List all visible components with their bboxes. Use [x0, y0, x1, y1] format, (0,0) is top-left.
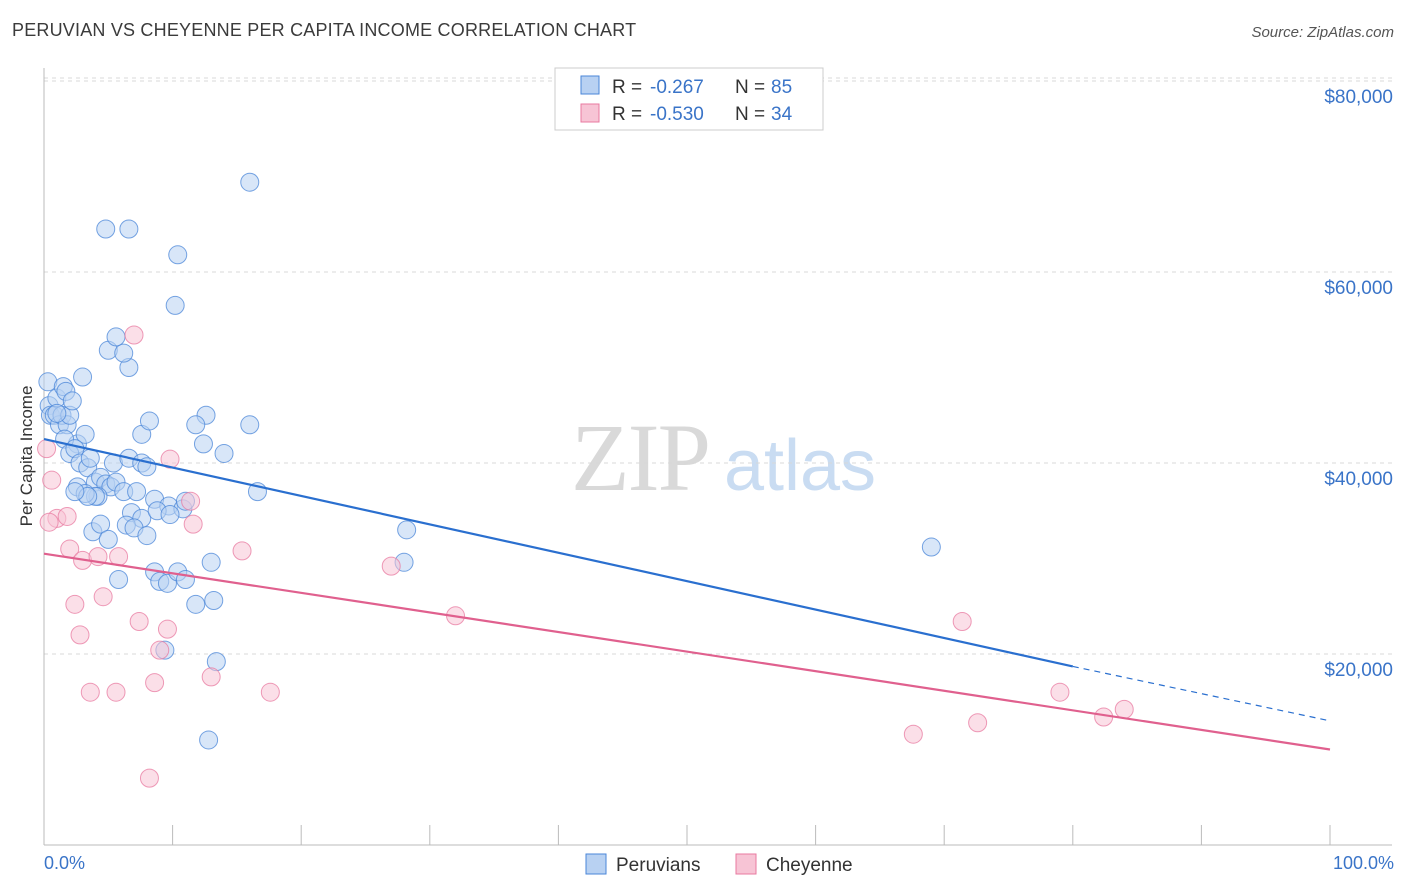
peruvians-point-47 [98, 529, 118, 549]
peruvians-point-30 [127, 482, 147, 502]
cheyenne-point-33 [39, 512, 59, 532]
cheyenne-point-10 [93, 587, 113, 607]
cheyenne-point-22 [232, 541, 252, 561]
stats-blue-n-label: N = [735, 77, 770, 98]
stats-box-frame [554, 67, 824, 131]
peruvians-point-58 [214, 443, 234, 463]
watermark-atlas: atlas [724, 426, 876, 506]
peruvians-point-63 [186, 415, 206, 435]
peruvians-point-55 [186, 594, 206, 614]
cheyenne-point-23 [260, 682, 280, 702]
cheyenne-point-5 [65, 594, 85, 614]
peruvians-point-69 [106, 327, 126, 347]
stats-box: R = -0.267 N = 85 R = -0.530 N = 34 [554, 67, 824, 131]
legend-item-cheyenne[interactable]: Cheyenne [735, 853, 853, 876]
cheyenne-point-1 [42, 470, 62, 490]
y-tick-label-60000: $60,000 [1324, 278, 1393, 299]
peruvians-point-79 [199, 730, 219, 750]
peruvians-point-56 [204, 591, 224, 611]
cheyenne-point-13 [129, 612, 149, 632]
cheyenne-point-0 [37, 439, 57, 459]
cheyenne-point-24 [381, 556, 401, 576]
stats-pink-r-label: R = [612, 104, 647, 125]
peruvians-trend-line [43, 438, 1074, 668]
x-tick-label-min: 0.0% [44, 853, 85, 873]
peruvians-point-14 [75, 424, 95, 444]
cheyenne-point-26 [903, 724, 923, 744]
y-axis-label: Per Capita Income [17, 386, 36, 527]
cheyenne-trend-line [43, 552, 1331, 751]
stats-blue-r-label: R = [612, 77, 647, 98]
peruvians-point-42 [160, 505, 180, 525]
cheyenne-point-17 [157, 619, 177, 639]
cheyenne-point-21 [201, 667, 221, 687]
peruvians-point-61 [193, 434, 213, 454]
peruvians-point-74 [240, 172, 260, 192]
cheyenne-point-20 [183, 514, 203, 534]
peruvians-point-65 [139, 411, 159, 431]
legend-item-peruvians[interactable]: Peruvians [585, 853, 701, 876]
y-tick-labels: $20,000 $40,000 $60,000 $80,000 [1324, 87, 1393, 681]
legend-swatch-cheyenne [735, 853, 757, 875]
cheyenne-point-3 [57, 506, 77, 526]
watermark-zip: ZIP [571, 404, 709, 511]
peruvians-point-48 [137, 526, 157, 546]
cheyenne-point-27 [952, 612, 972, 632]
cheyenne-point-16 [150, 640, 170, 660]
peruvians-point-71 [168, 245, 188, 265]
cheyenne-point-29 [1050, 682, 1070, 702]
chart-title: PERUVIAN VS CHEYENNE PER CAPITA INCOME C… [12, 20, 637, 40]
stats-pink-n-label: N = [735, 104, 770, 125]
x-tick-label-max: 100.0% [1333, 853, 1394, 873]
cheyenne-point-12 [109, 547, 129, 567]
cheyenne-point-32 [139, 768, 159, 788]
legend-swatch-peruvians [585, 853, 607, 875]
trend-lines [43, 438, 1331, 751]
stats-pink-n-value: 34 [771, 104, 793, 125]
peruvians-point-77 [921, 537, 941, 557]
y-tick-label-40000: $40,000 [1324, 469, 1393, 490]
stats-swatch-pink [580, 103, 600, 123]
peruvians-point-70 [165, 295, 185, 315]
peruvians-point-11 [62, 391, 82, 411]
source-label: Source: ZipAtlas.com [1251, 24, 1394, 41]
cheyenne-point-31 [1114, 699, 1134, 719]
cheyenne-point-15 [145, 673, 165, 693]
legend-label-peruvians: Peruvians [616, 855, 701, 876]
peruvians-point-49 [109, 570, 129, 590]
stats-swatch-blue [580, 75, 600, 95]
cheyenne-point-6 [70, 625, 90, 645]
peruvians-point-72 [96, 219, 116, 239]
cheyenne-point-28 [968, 713, 988, 733]
stats-blue-r-value: -0.267 [650, 77, 704, 98]
peruvians-point-57 [201, 552, 221, 572]
x-ticks [43, 825, 1331, 845]
peruvians-point-13 [73, 367, 93, 387]
y-tick-label-20000: $20,000 [1324, 660, 1393, 681]
peruvians-point-75 [397, 520, 417, 540]
stats-pink-r-value: -0.530 [650, 104, 704, 125]
peruvians-point-46 [91, 514, 111, 534]
y-tick-label-80000: $80,000 [1324, 87, 1393, 108]
peruvians-point-73 [119, 219, 139, 239]
cheyenne-point-8 [80, 682, 100, 702]
legend-label-cheyenne: Cheyenne [766, 855, 853, 876]
cheyenne-point-19 [181, 491, 201, 511]
peruvians-point-20 [80, 448, 100, 468]
legend: Peruvians Cheyenne [585, 853, 853, 876]
peruvians-point-83 [65, 482, 85, 502]
peruvians-points [38, 172, 941, 750]
peruvians-point-68 [114, 343, 134, 363]
cheyenne-point-18 [160, 449, 180, 469]
cheyenne-point-11 [106, 682, 126, 702]
cheyenne-point-14 [124, 325, 144, 345]
peruvians-point-84 [47, 403, 67, 423]
cheyenne-points [37, 325, 1134, 788]
stats-blue-n-value: 85 [771, 77, 792, 98]
gridlines [44, 77, 1392, 655]
peruvians-point-59 [240, 415, 260, 435]
